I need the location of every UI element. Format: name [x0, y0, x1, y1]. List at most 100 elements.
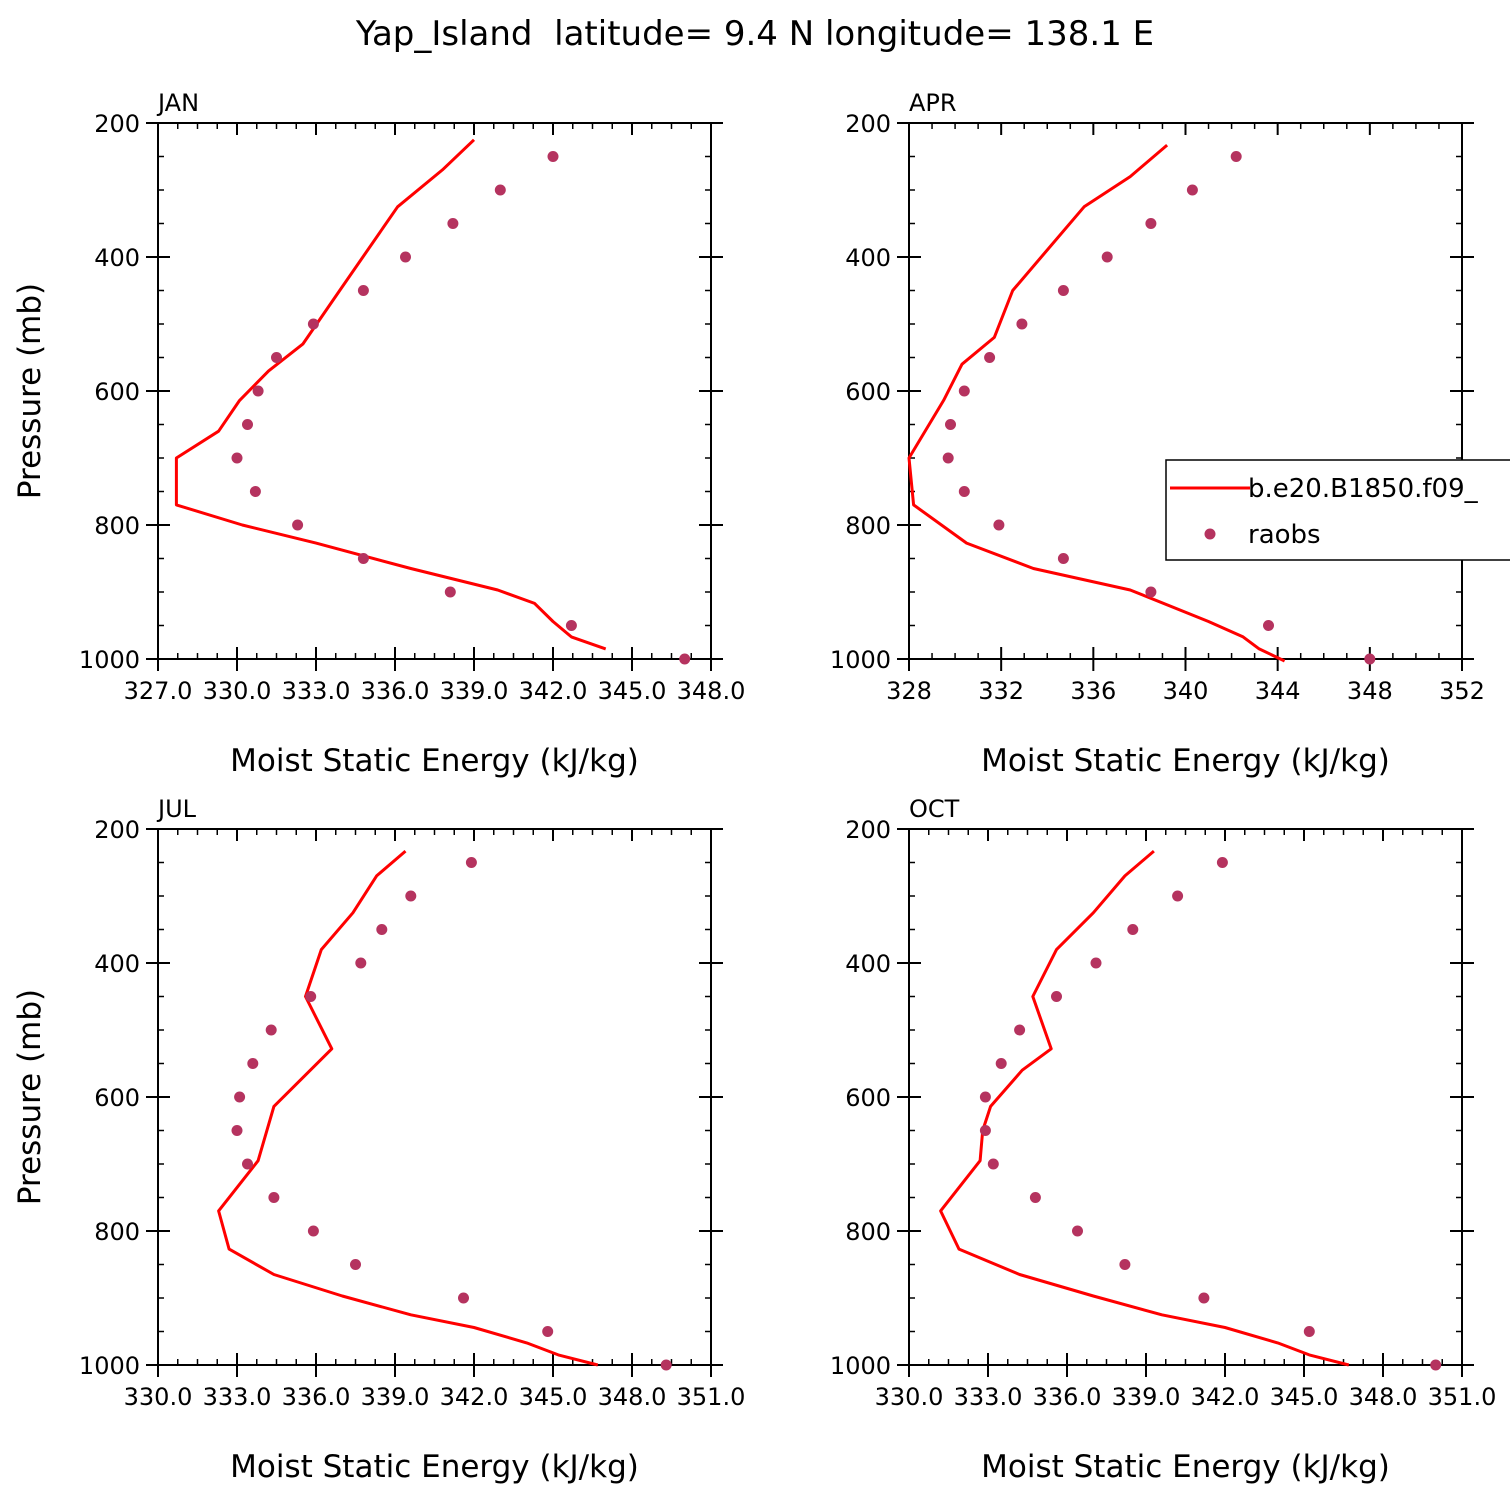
x-tick-label: 345.0	[598, 677, 667, 705]
raobs-point	[542, 1326, 554, 1337]
raobs-point	[1057, 285, 1069, 296]
raobs-point	[565, 620, 577, 631]
x-tick-label: 339.0	[440, 677, 509, 705]
y-tick-label: 400	[94, 950, 140, 978]
x-tick-label: 333.0	[282, 677, 351, 705]
raobs-point	[1263, 620, 1274, 631]
panel-oct: OCT 330.0 333.0 336.0 339.0 342.0 345.0 348.0 35…	[830, 795, 1496, 1485]
raobs-point	[1090, 957, 1102, 969]
raobs-point	[1145, 218, 1157, 229]
x-tick-label: 336.0	[361, 677, 430, 705]
raobs-point	[958, 486, 970, 497]
raobs-point	[1145, 586, 1157, 598]
chart-title: Yap_Island latitude= 9.4 N longitude= 13…	[355, 14, 1154, 54]
plot-frame	[157, 122, 712, 660]
y-tick-label: 600	[94, 378, 140, 406]
y-axis-label: Pressure (mb)	[12, 989, 48, 1205]
raobs-point	[1216, 857, 1228, 868]
raobs-point	[1303, 1326, 1315, 1337]
x-tick-label: 348.0	[677, 677, 746, 705]
y-tick-label: 1000	[79, 646, 140, 674]
x-tick-label: 351.0	[1428, 1383, 1497, 1411]
x-axis-label: Moist Static Energy (kJ/kg)	[981, 1449, 1390, 1485]
raobs-point	[357, 285, 369, 296]
raobs-point	[979, 1091, 991, 1103]
raobs-point	[231, 452, 243, 464]
raobs-point	[979, 1125, 991, 1136]
legend-obs-marker	[1204, 528, 1216, 540]
x-axis-label: Moist Static Energy (kJ/kg)	[230, 1449, 639, 1485]
y-tick-label: 600	[94, 1084, 140, 1112]
x-tick-label: 336	[1070, 677, 1116, 705]
model-line	[174, 138, 607, 651]
x-tick-label: 351.0	[677, 1383, 746, 1411]
raobs-point	[447, 218, 459, 229]
model-line	[907, 143, 1286, 663]
raobs-point	[1101, 251, 1113, 263]
x-tick-label: 348.0	[598, 1383, 667, 1411]
y-tick-label: 800	[94, 1218, 140, 1246]
x-axis-label: Moist Static Energy (kJ/kg)	[230, 743, 639, 779]
y-axis-label: Pressure (mb)	[12, 283, 48, 499]
raobs-point	[1072, 1225, 1083, 1237]
plot-frame	[908, 122, 1463, 660]
raobs-point	[1057, 553, 1069, 564]
y-tick-label: 800	[845, 512, 891, 540]
raobs-point	[958, 385, 970, 397]
x-tick-label: 339.0	[1112, 1383, 1181, 1411]
y-tick-label: 200	[845, 816, 891, 844]
y-tick-label: 1000	[830, 646, 891, 674]
raobs-point	[993, 519, 1005, 531]
y-tick-label: 800	[94, 512, 140, 540]
panel-jul: JUL 330.0 333.0 336.0 339.0 342.0 345.0 348.0 35…	[12, 795, 745, 1485]
raobs-point	[1186, 184, 1198, 196]
raobs-point	[547, 151, 559, 162]
x-tick-label: 332	[978, 677, 1024, 705]
legend-obs-label: raobs	[1248, 520, 1321, 550]
raobs-point	[271, 352, 282, 363]
y-tick-label: 400	[94, 244, 140, 272]
panel-label: OCT	[909, 795, 960, 823]
plot-frame	[908, 828, 1463, 1366]
raobs-point	[1430, 1359, 1442, 1371]
x-tick-label: 344	[1255, 677, 1301, 705]
y-tick-label: 200	[845, 110, 891, 138]
raobs-point	[355, 957, 367, 969]
raobs-point	[458, 1292, 469, 1304]
raobs-point	[1198, 1292, 1210, 1304]
raobs-point	[400, 251, 411, 263]
raobs-point	[405, 890, 417, 902]
x-tick-label: 330.0	[203, 677, 272, 705]
raobs-point	[942, 452, 954, 464]
raobs-point	[242, 1158, 253, 1170]
y-tick-label: 1000	[830, 1352, 891, 1380]
raobs-point	[1016, 318, 1028, 330]
x-tick-label: 330.0	[124, 1383, 193, 1411]
raobs-point	[660, 1359, 672, 1371]
panel-label: JUL	[156, 795, 197, 823]
legend: b.e20.B1850.f09_ raobs	[1165, 459, 1510, 561]
raobs-point	[231, 1125, 243, 1136]
raobs-point	[984, 352, 996, 363]
raobs-point	[307, 318, 319, 330]
x-tick-label: 348	[1347, 677, 1393, 705]
x-tick-label: 345.0	[1270, 1383, 1339, 1411]
raobs-point	[1051, 991, 1062, 1002]
raobs-point	[945, 419, 956, 430]
raobs-point	[1119, 1259, 1131, 1270]
raobs-point	[1029, 1192, 1041, 1203]
raobs-point	[1364, 653, 1376, 665]
x-tick-label: 342.0	[1191, 1383, 1260, 1411]
x-tick-label: 336.0	[282, 1383, 351, 1411]
raobs-point	[350, 1259, 361, 1270]
raobs-point	[268, 1192, 280, 1203]
panel-apr: APR 328 332 336 340 344 348 352 200 400 600 800 1000…	[830, 89, 1485, 779]
raobs-point	[265, 1024, 277, 1036]
x-tick-label: 348.0	[1349, 1383, 1418, 1411]
raobs-point	[679, 653, 691, 665]
raobs-point	[1230, 151, 1242, 162]
y-tick-label: 400	[845, 244, 891, 272]
raobs-point	[465, 857, 477, 868]
x-tick-label: 333.0	[954, 1383, 1023, 1411]
x-tick-label: 336.0	[1033, 1383, 1102, 1411]
